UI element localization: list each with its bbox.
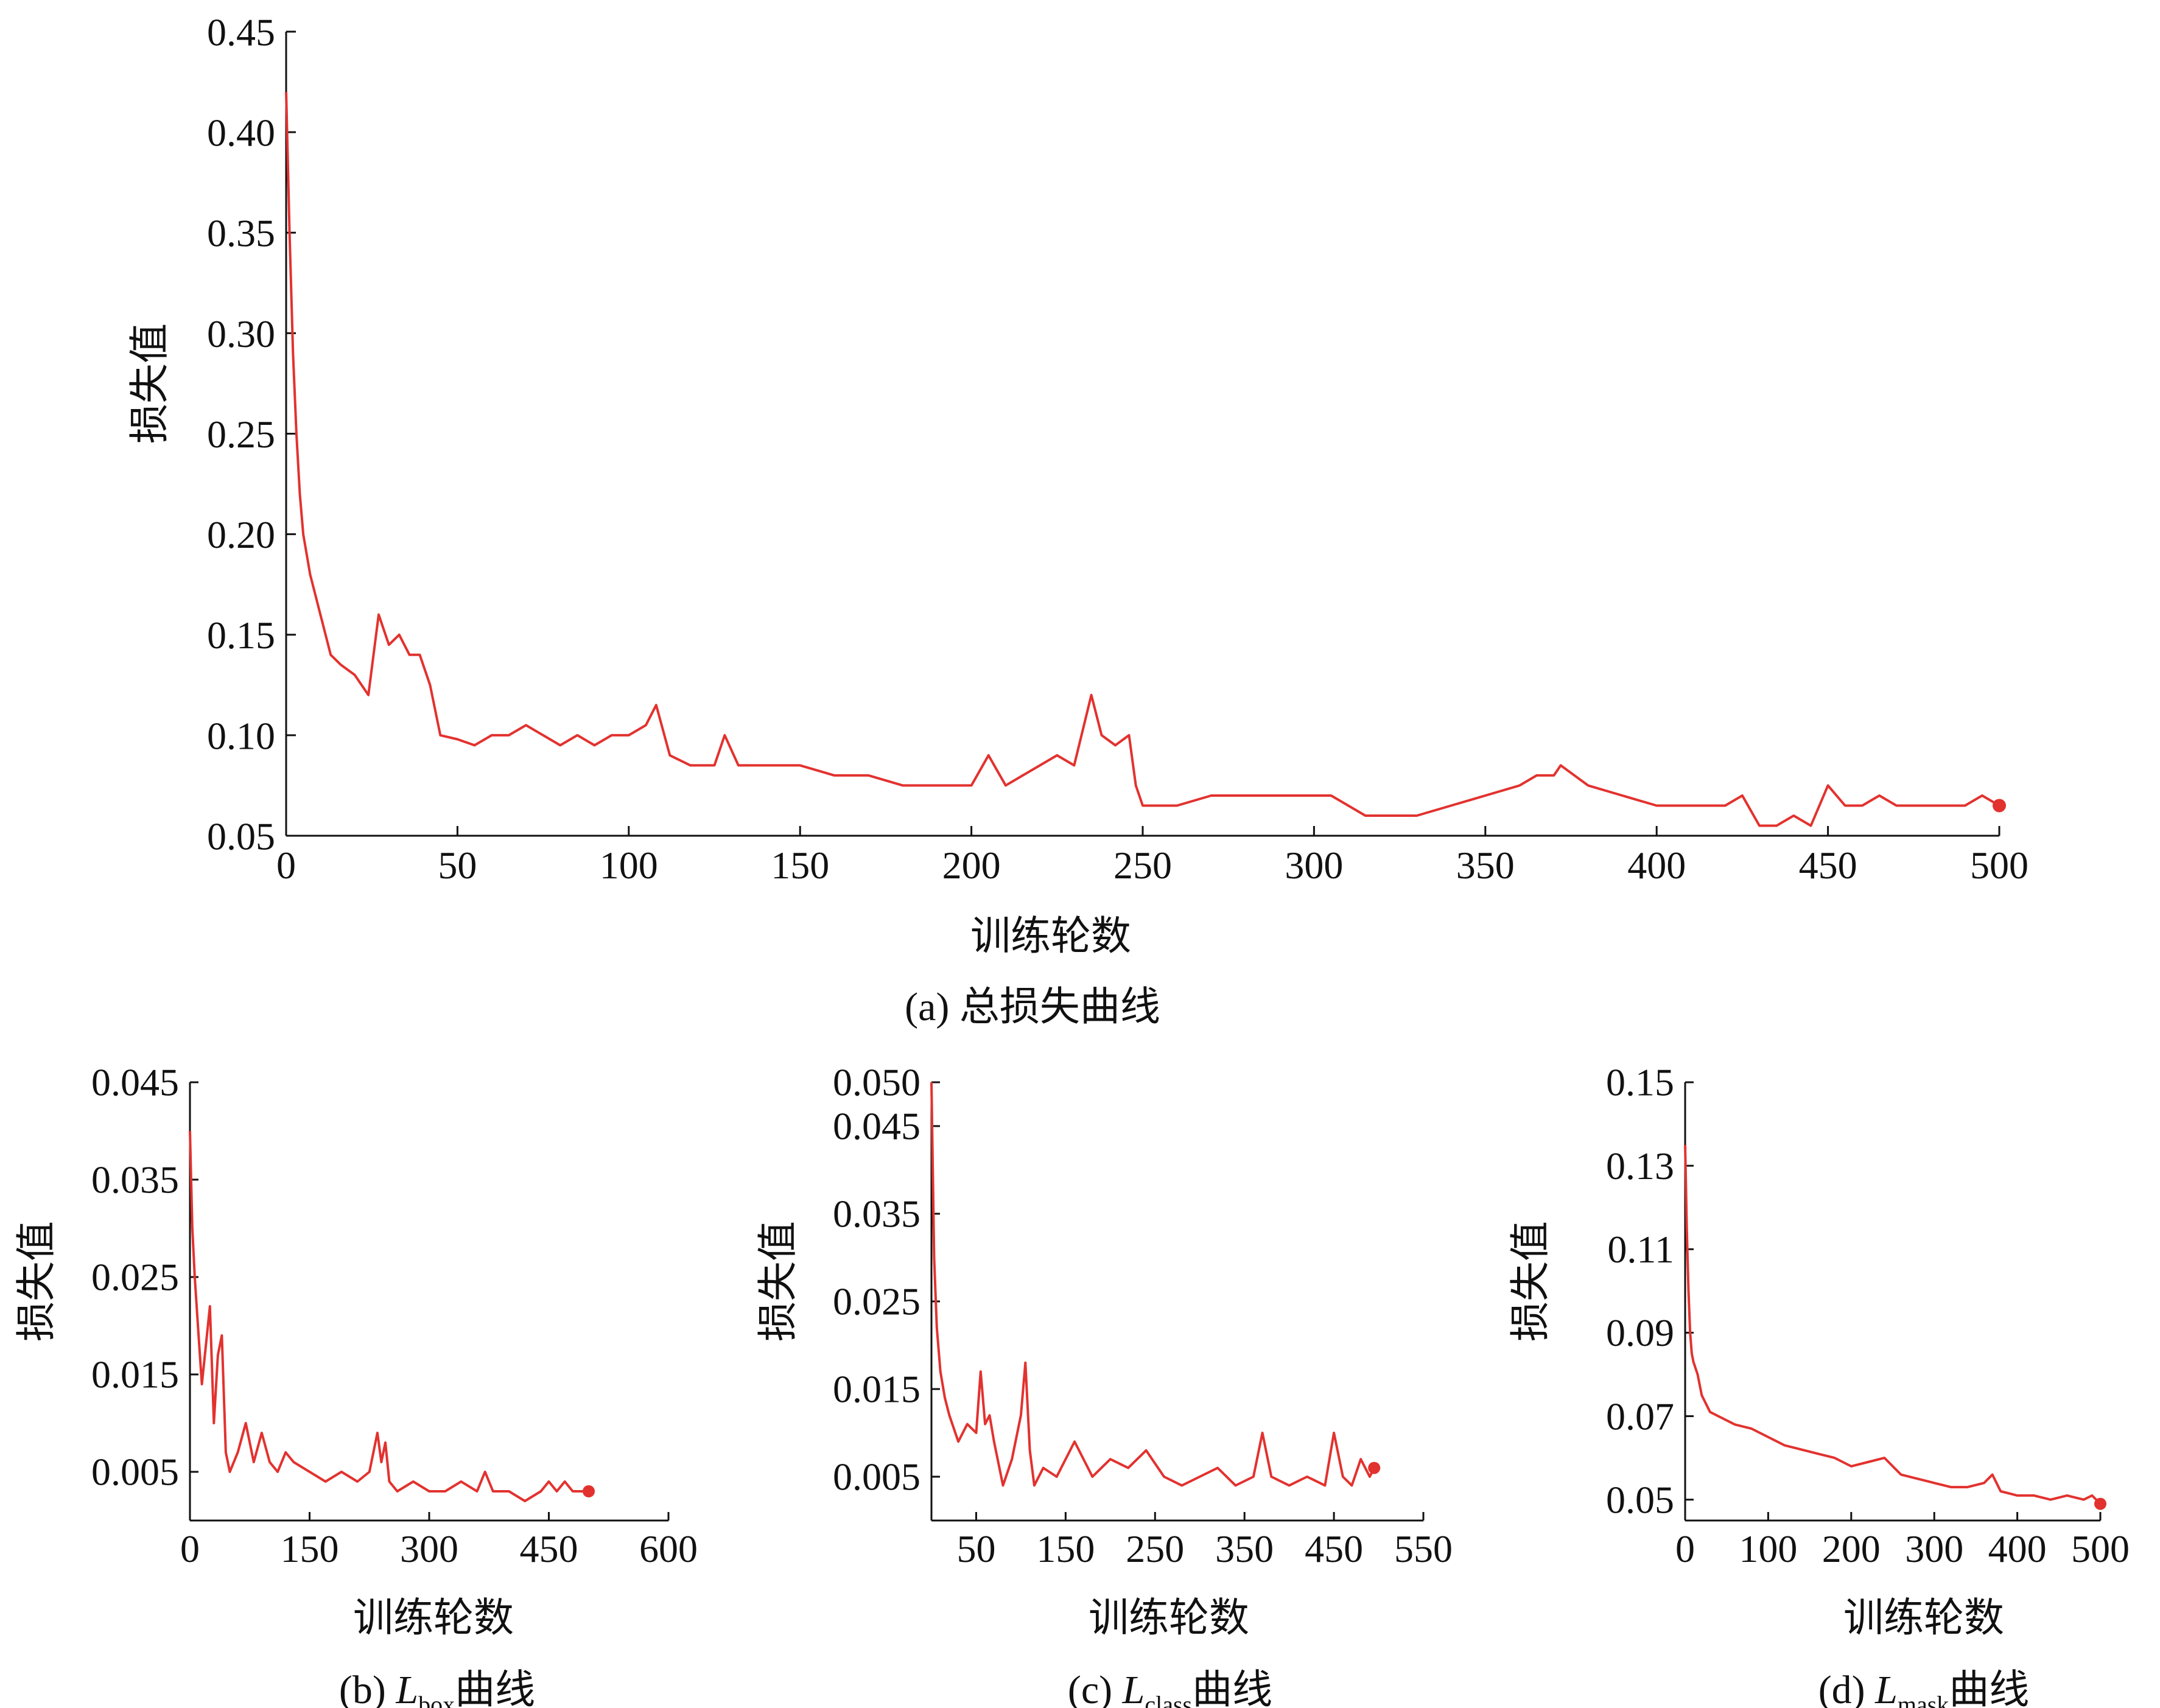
chart-d-end-marker (2094, 1497, 2106, 1510)
chart-a-y-tick-label: 0.30 (207, 312, 275, 355)
chart-d-caption-prefix: (d) (1818, 1668, 1875, 1708)
chart-b-y-tick-label: 0.025 (91, 1256, 179, 1299)
chart-a-x-tick-label: 200 (942, 844, 1001, 887)
chart-a-x-tick-label: 0 (276, 844, 296, 887)
chart-c-y-tick-label: 0.045 (833, 1105, 920, 1148)
chart-d-x-tick-label: 100 (1739, 1527, 1797, 1570)
chart-d-caption-suffix: 曲线 (1949, 1668, 2029, 1708)
chart-b-y-tick-label: 0.005 (91, 1451, 179, 1494)
chart-b-x-label: 训练轮数 (353, 1596, 514, 1640)
chart-c-x-tick-label: 250 (1126, 1527, 1184, 1570)
chart-b-x-tick-label: 150 (281, 1527, 339, 1570)
chart-c-caption: (c) Lclass曲线 (1068, 1668, 1272, 1708)
chart-d-x-label: 训练轮数 (1843, 1596, 2004, 1640)
chart-c-y-label: 损失值 (756, 1221, 801, 1342)
chart-a-x-tick-label: 450 (1799, 844, 1857, 887)
chart-c-x-tick-label: 550 (1394, 1527, 1453, 1570)
chart-c-y-tick-label: 0.025 (833, 1280, 920, 1323)
chart-c-x-tick-label: 50 (956, 1527, 995, 1570)
chart-d-y-tick-label: 0.15 (1606, 1061, 1674, 1104)
chart-b-series-line (189, 1130, 589, 1502)
chart-b-x-tick-label: 0 (180, 1527, 200, 1570)
chart-d-x-tick-label: 300 (1905, 1527, 1963, 1570)
chart-b-caption-subscript: box (418, 1691, 455, 1708)
chart-b-caption-suffix: 曲线 (455, 1668, 535, 1708)
chart-b-x-tick-label: 300 (400, 1527, 458, 1570)
chart-c-caption-symbol: L (1122, 1668, 1145, 1708)
chart-c-y-tick-label: 0.015 (833, 1368, 920, 1411)
chart-b-x-tick-label: 600 (639, 1527, 698, 1570)
chart-d-y-label: 损失值 (1509, 1221, 1553, 1342)
chart-a-end-marker (1993, 799, 2006, 813)
chart-c-x-tick-label: 150 (1036, 1527, 1095, 1570)
chart-c-y-tick-label: 0.035 (833, 1192, 920, 1236)
chart-c: 50 150 250 350 450 550 0.005 0.015 0.025 0.035 0.0… (756, 1061, 1453, 1708)
chart-d-y-tick-label: 0.09 (1606, 1311, 1674, 1354)
chart-c-x-label: 训练轮数 (1089, 1596, 1249, 1640)
chart-b-caption-prefix: (b) (339, 1668, 396, 1708)
chart-a-y-tick-label: 0.35 (207, 212, 275, 255)
chart-b-caption: (b) Lbox曲线 (339, 1668, 535, 1708)
chart-a-y-label: 损失值 (128, 323, 172, 444)
chart-d-caption: (d) Lmask曲线 (1818, 1668, 2030, 1708)
chart-a-x-tick-label: 100 (600, 844, 658, 887)
chart-b-y-label: 损失值 (15, 1221, 59, 1342)
chart-b-y-tick-label: 0.015 (91, 1353, 179, 1396)
chart-d-y-tick-label: 0.11 (1607, 1228, 1674, 1271)
chart-d: 0 100 200 300 400 500 0.05 0.07 0.09 0.11 0.13 0.15… (1509, 1061, 2130, 1708)
chart-d-x-tick-label: 500 (2071, 1527, 2130, 1570)
chart-a-y-tick-label: 0.15 (207, 614, 275, 657)
chart-b: 0 150 300 450 600 0.005 0.015 0.025 0.035 0.045 训… (15, 1061, 698, 1708)
chart-d-ticks: 0 100 200 300 400 500 0.05 0.07 0.09 0.11 0.13 0.15 (1606, 1061, 2130, 1570)
chart-a-y-tick-label: 0.10 (207, 714, 275, 757)
chart-d-y-tick-label: 0.13 (1606, 1144, 1674, 1188)
chart-a-x-label: 训练轮数 (970, 914, 1131, 959)
chart-c-series-line (930, 1082, 1375, 1487)
chart-c-end-marker (1368, 1461, 1381, 1474)
chart-a-y-tick-label: 0.45 (207, 10, 275, 54)
chart-d-caption-symbol: L (1874, 1668, 1898, 1708)
chart-d-series-line (1684, 1144, 2102, 1505)
chart-d-x-tick-label: 200 (1822, 1527, 1881, 1570)
chart-c-y-tick-label: 0.005 (833, 1455, 920, 1499)
chart-b-x-tick-label: 450 (520, 1527, 578, 1570)
chart-d-x-tick-label: 400 (1988, 1527, 2047, 1570)
chart-a-x-tick-label: 250 (1113, 844, 1172, 887)
chart-a-y-tick-label: 0.25 (207, 413, 275, 456)
chart-a-caption: (a) 总损失曲线 (905, 985, 1160, 1029)
chart-a-x-tick-label: 50 (438, 844, 477, 887)
chart-c-x-tick-label: 350 (1215, 1527, 1274, 1570)
chart-c-caption-suffix: 曲线 (1192, 1668, 1272, 1708)
chart-b-caption-symbol: L (395, 1668, 418, 1708)
chart-b-y-tick-label: 0.045 (91, 1061, 179, 1104)
chart-c-caption-prefix: (c) (1068, 1668, 1123, 1708)
chart-d-caption-subscript: mask (1898, 1691, 1949, 1708)
chart-d-y-tick-label: 0.05 (1606, 1478, 1674, 1521)
chart-a-y-tick-label: 0.05 (207, 814, 275, 858)
chart-c-caption-subscript: class (1145, 1691, 1192, 1708)
chart-a-ticks: 0 50 100 150 200 250 300 350 400 450 500 0.05 0.10 0.… (207, 10, 2029, 887)
chart-a-x-tick-label: 500 (1970, 844, 2029, 887)
chart-a-x-tick-label: 300 (1285, 844, 1343, 887)
chart-c-y-tick-label: 0.050 (833, 1061, 920, 1104)
chart-b-ticks: 0 150 300 450 600 0.005 0.015 0.025 0.035 0.045 (91, 1061, 698, 1570)
chart-d-y-tick-label: 0.07 (1606, 1395, 1674, 1438)
chart-a-series-line (285, 92, 2000, 827)
chart-a-x-tick-label: 350 (1456, 844, 1515, 887)
chart-a: 0 50 100 150 200 250 300 350 400 450 500 0.05 0.10 0.… (128, 10, 2029, 1029)
chart-b-y-tick-label: 0.035 (91, 1158, 179, 1202)
chart-b-end-marker (583, 1485, 595, 1497)
chart-d-x-tick-label: 0 (1675, 1527, 1695, 1570)
chart-a-x-tick-label: 150 (771, 844, 829, 887)
chart-c-ticks: 50 150 250 350 450 550 0.005 0.015 0.025 0.035 0.0… (833, 1061, 1453, 1570)
chart-a-y-tick-label: 0.40 (207, 111, 275, 155)
chart-a-x-tick-label: 400 (1627, 844, 1686, 887)
chart-c-x-tick-label: 450 (1305, 1527, 1363, 1570)
chart-a-y-tick-label: 0.20 (207, 513, 275, 556)
